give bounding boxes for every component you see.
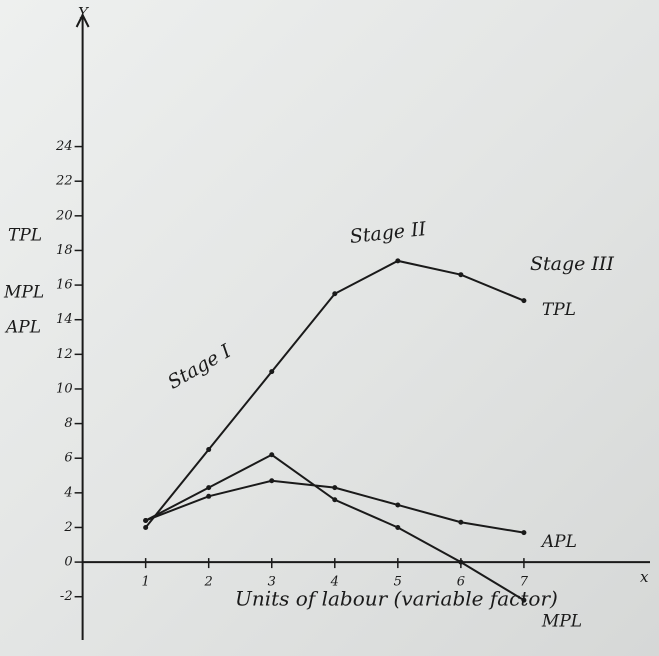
stage-annotation: Stage I [164, 340, 235, 394]
stage-annotation: Stage II [349, 218, 428, 248]
point [521, 598, 526, 603]
point [458, 272, 463, 277]
series-label: TPL [542, 300, 576, 320]
point [395, 525, 400, 530]
y-tick-label: 8 [64, 416, 72, 431]
point [143, 525, 148, 530]
y-tick-label: 6 [64, 451, 72, 466]
y-axis-label: APL [4, 318, 41, 338]
y-tick-label: 18 [56, 243, 73, 258]
point [206, 494, 211, 499]
point [269, 478, 274, 483]
y-axis-label: TPL [8, 226, 42, 246]
y-tick-label: 16 [56, 278, 73, 293]
series-label: APL [540, 532, 577, 552]
x-tick-label: 4 [330, 575, 339, 590]
point [143, 518, 148, 523]
y-tick-label: 10 [56, 381, 73, 396]
series-label: MPL [541, 612, 582, 632]
point [206, 447, 211, 452]
chart: Y x Units of labour (variable factor) -2… [0, 0, 659, 656]
point [458, 520, 463, 525]
x-tick-label: 5 [394, 575, 402, 590]
y-tick-label: 4 [63, 485, 72, 500]
point [332, 485, 337, 490]
x-tick-label: 2 [204, 575, 213, 590]
y-tick-label: 22 [55, 174, 73, 189]
x-tick-label: 3 [268, 575, 276, 590]
x-axis-label: Units of labour (variable factor) [235, 587, 558, 611]
x-tick-label: 1 [142, 575, 150, 590]
point [458, 560, 463, 565]
y-tick-label: 24 [55, 139, 73, 154]
point [395, 258, 400, 263]
y-tick-label: 20 [55, 208, 73, 223]
x-tick-label: 6 [457, 575, 465, 590]
point [521, 298, 526, 303]
y-tick-label: 14 [56, 312, 73, 327]
x-tick-label: 7 [520, 575, 529, 590]
point [395, 502, 400, 507]
y-tick-label: 12 [56, 347, 73, 362]
stage-annotation: Stage III [530, 253, 614, 275]
point [269, 369, 274, 374]
point [332, 291, 337, 296]
x-axis-letter: x [640, 568, 649, 586]
point [521, 530, 526, 535]
y-tick-label: 0 [64, 555, 72, 570]
point [269, 452, 274, 457]
y-tick-label: 2 [63, 520, 72, 535]
y-tick-label: -2 [60, 589, 73, 604]
point [332, 497, 337, 502]
y-axis-label: MPL [3, 283, 44, 303]
point [206, 485, 211, 490]
